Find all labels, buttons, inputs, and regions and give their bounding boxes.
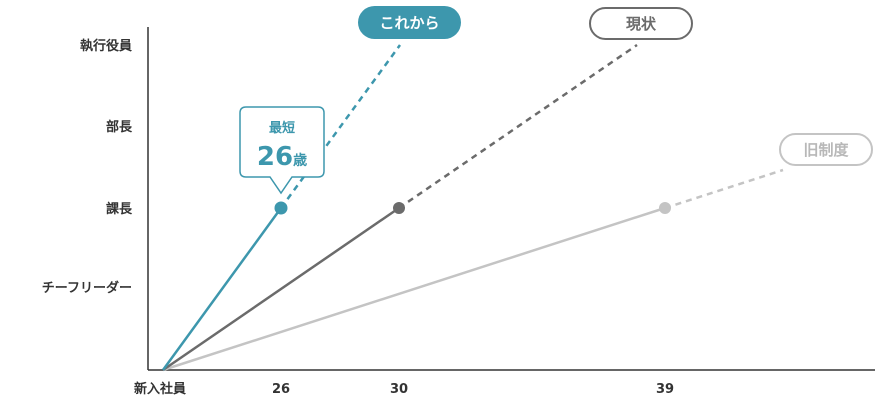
callout-box [239,106,325,195]
series-label-current-text: 現状 [626,15,657,33]
callout-value: 26 [257,142,293,172]
series-new-point [274,201,288,215]
series-new-projection [279,44,402,209]
callout-shortest-age: 最短 26歳 [239,106,325,195]
series-label-new-text: これから [379,14,439,32]
callout-label: 最短 [269,120,295,136]
series-label-old-system-text: 旧制度 [803,141,849,159]
series-old-system-point [659,202,671,214]
series-label-current: 現状 [589,7,693,40]
x-tick-label-new-hire: 新入社員 [134,381,186,397]
callout-value-line: 26歳 [257,142,307,172]
series-label-old-system-pill [779,133,873,166]
y-tick-label-chief-leader: チーフリーダー [42,280,132,296]
x-tick-label-30: 30 [390,382,408,397]
x-tick-label-39: 39 [656,382,674,397]
series-current-line [162,206,400,372]
series-label-old-system: 旧制度 [779,133,873,166]
y-tick-label-manager: 課長 [106,201,133,217]
series-label-new-pill [358,6,461,39]
series-current-point [393,202,405,214]
series-label-current-pill [589,7,693,40]
y-tick-label-director: 部長 [106,119,133,135]
x-tick-label-26: 26 [272,382,290,397]
series-current-projection [398,43,638,210]
series-new-line [161,207,283,371]
series-label-new: これから [358,6,461,39]
y-tick-label-executive: 執行役員 [80,38,132,54]
callout-unit: 歳 [293,152,307,169]
series-old-system-projection [664,168,784,210]
series-old-system-line [162,206,666,372]
